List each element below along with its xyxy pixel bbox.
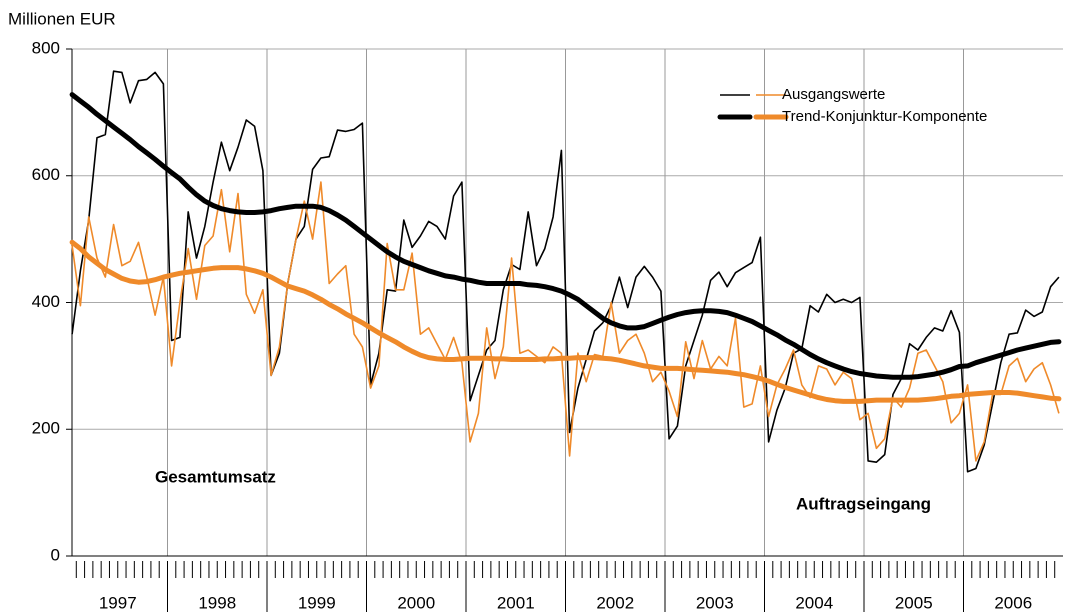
x-tick-label: 1998 bbox=[198, 593, 236, 612]
y-tick-label: 600 bbox=[32, 165, 60, 184]
y-axis-label: Millionen EUR bbox=[8, 9, 116, 28]
trend-line bbox=[69, 92, 1062, 380]
x-tick-label: 2001 bbox=[497, 593, 535, 612]
y-tick-label: 800 bbox=[32, 38, 60, 57]
x-tick-label: 2006 bbox=[994, 593, 1032, 612]
x-tick-label: 2002 bbox=[596, 593, 634, 612]
x-tick-label: 2000 bbox=[397, 593, 435, 612]
y-tick-label: 0 bbox=[51, 545, 60, 564]
y-tick-label: 400 bbox=[32, 292, 60, 311]
group-label: Auftragseingang bbox=[796, 494, 931, 513]
group-label: Gesamtumsatz bbox=[155, 467, 276, 486]
x-tick-label: 2004 bbox=[795, 593, 833, 612]
trend-line bbox=[69, 239, 1062, 404]
legend-label: Ausgangswerte bbox=[782, 86, 885, 103]
x-tick-label: 2005 bbox=[895, 593, 933, 612]
x-tick-label: 1997 bbox=[99, 593, 137, 612]
y-tick-label: 200 bbox=[32, 419, 60, 438]
legend-label: Trend-Konjunktur-Komponente bbox=[782, 108, 987, 125]
x-tick-label: 1999 bbox=[298, 593, 336, 612]
x-tick-label: 2003 bbox=[696, 593, 734, 612]
